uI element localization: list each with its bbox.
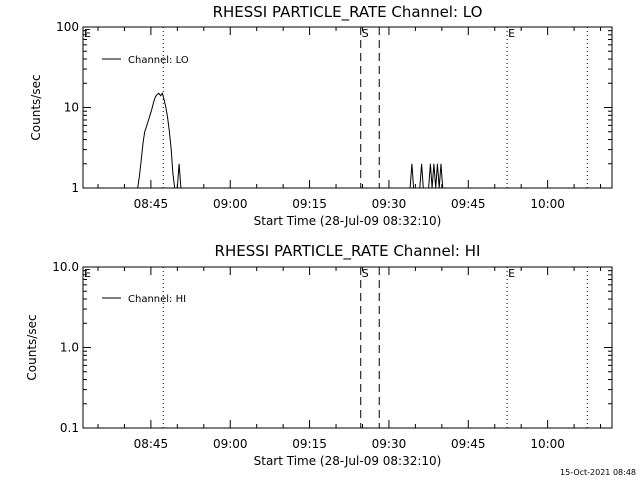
- legend-entry: Channel: HI: [128, 294, 186, 305]
- series-line-0: [137, 92, 444, 189]
- x-tick-label: 10:00: [530, 197, 565, 211]
- y-tick-label: 10.0: [52, 260, 79, 274]
- y-tick-label: 100: [56, 20, 79, 34]
- x-tick-label: 09:00: [213, 437, 248, 451]
- x-tick-label: 09:15: [292, 437, 327, 451]
- x-tick-label: 08:45: [134, 197, 169, 211]
- x-tick-label: 09:15: [292, 197, 327, 211]
- lo-channel-panel: RHESSI PARTICLE_RATE Channel: LO 1 10 100 08…: [29, 3, 613, 228]
- hi-channel-panel: RHESSI PARTICLE_RATE Channel: HI 0.1 1.0 10…: [25, 242, 613, 468]
- chart-title: RHESSI PARTICLE_RATE Channel: HI: [215, 242, 481, 261]
- event-marker-label: S: [362, 267, 369, 280]
- x-tick-label: 09:30: [372, 437, 407, 451]
- event-marker-label: E: [508, 267, 515, 280]
- event-marker-label: E: [84, 27, 91, 40]
- event-marker-label: E: [508, 27, 515, 40]
- x-axis-label: Start Time (28-Jul-09 08:32:10): [254, 214, 442, 228]
- legend-entry: Channel: LO: [128, 55, 189, 66]
- x-tick-label: 09:00: [213, 197, 248, 211]
- x-tick-label: 09:45: [451, 197, 486, 211]
- x-axis-label: Start Time (28-Jul-09 08:32:10): [254, 454, 442, 468]
- plot-frame: [82, 266, 613, 429]
- y-tick-label: 10: [64, 101, 79, 115]
- x-tick-label: 09:45: [451, 437, 486, 451]
- y-axis-label: Counts/sec: [25, 314, 39, 380]
- chart-title: RHESSI PARTICLE_RATE Channel: LO: [213, 3, 483, 22]
- x-tick-label: 10:00: [530, 437, 565, 451]
- y-tick-label: 1.0: [60, 341, 79, 355]
- x-tick-label: 09:30: [372, 197, 407, 211]
- timestamp-label: 15-Oct-2021 08:48: [560, 468, 636, 477]
- plot-frame: [82, 26, 613, 189]
- y-axis-label: Counts/sec: [29, 74, 43, 140]
- event-marker-label: E: [84, 267, 91, 280]
- x-tick-label: 08:45: [134, 437, 169, 451]
- event-marker-label: S: [362, 27, 369, 40]
- y-tick-label: 0.1: [60, 421, 79, 435]
- y-tick-label: 1: [71, 181, 79, 195]
